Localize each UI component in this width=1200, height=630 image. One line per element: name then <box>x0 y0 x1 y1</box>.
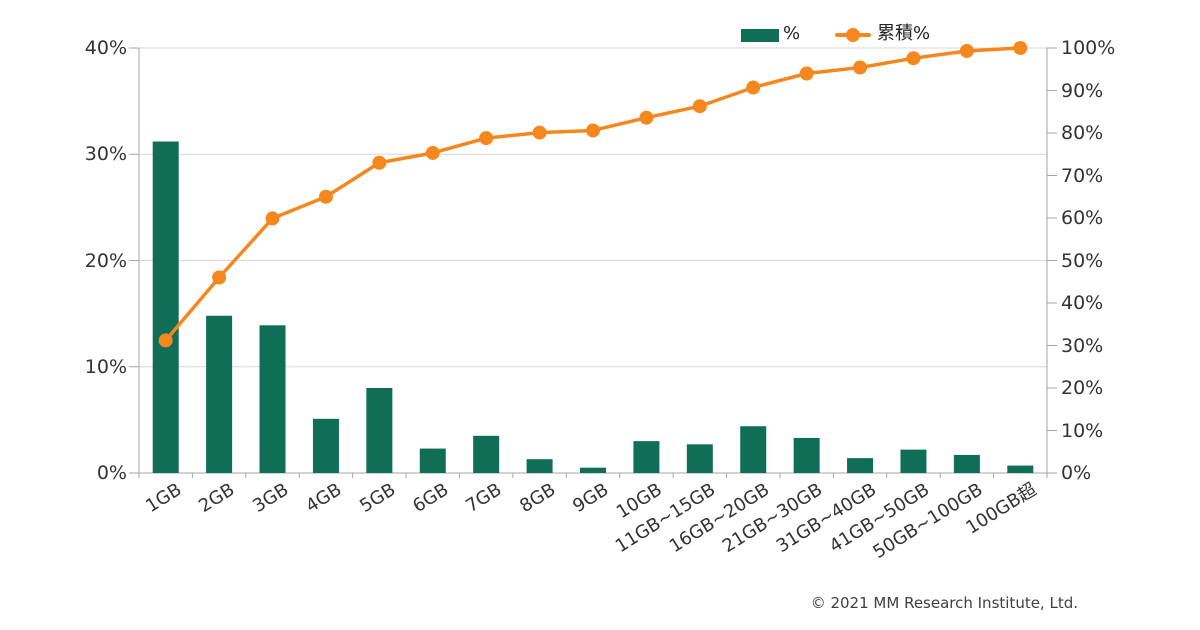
bar-16GB~20GB <box>740 426 767 473</box>
cumulative-point-31GB~40GB <box>853 60 868 75</box>
cumulative-point-10GB <box>639 110 654 125</box>
bar-10GB <box>633 441 660 473</box>
legend-line-label: 累積% <box>877 23 931 44</box>
bar-4GB <box>312 418 339 473</box>
cumulative-point-7GB <box>479 131 494 146</box>
bar-21GB~30GB <box>793 437 820 473</box>
cumulative-point-4GB <box>318 189 333 204</box>
cumulative-point-16GB~20GB <box>746 80 761 95</box>
cumulative-point-9GB <box>586 123 600 138</box>
legend-line-marker-icon <box>846 28 860 42</box>
bar-2GB <box>206 315 233 473</box>
cumulative-point-41GB~50GB <box>906 51 921 66</box>
bar-50GB~100GB <box>953 454 980 473</box>
legend-bar-swatch <box>741 29 779 42</box>
cumulative-point-5GB <box>372 155 387 170</box>
cumulative-point-21GB~30GB <box>799 66 814 81</box>
bar-9GB <box>580 467 606 473</box>
bar-5GB <box>366 388 393 473</box>
copyright-text: © 2021 MM Research Institute, Ltd. <box>810 594 1078 612</box>
bar-6GB <box>419 448 446 473</box>
cumulative-point-3GB <box>265 211 280 226</box>
bar-11GB~15GB <box>686 444 713 473</box>
bar-8GB <box>526 459 553 473</box>
cumulative-point-100GB超 <box>1013 41 1028 55</box>
cumulative-point-8GB <box>532 125 547 140</box>
bar-3GB <box>259 325 286 473</box>
bar-7GB <box>473 435 500 473</box>
bar-31GB~40GB <box>847 458 874 473</box>
legend: % 累積% <box>741 22 1061 46</box>
cumulative-point-50GB~100GB <box>959 43 974 58</box>
legend-bar-label: % <box>783 23 801 44</box>
cumulative-point-6GB <box>425 145 440 160</box>
cumulative-point-1GB <box>158 333 173 348</box>
bar-1GB <box>152 141 179 473</box>
cumulative-line <box>163 46 1023 343</box>
bar-100GB超 <box>1007 465 1034 473</box>
bar-41GB~50GB <box>900 449 927 473</box>
cumulative-point-2GB <box>212 270 227 285</box>
cumulative-point-11GB~15GB <box>692 99 707 114</box>
